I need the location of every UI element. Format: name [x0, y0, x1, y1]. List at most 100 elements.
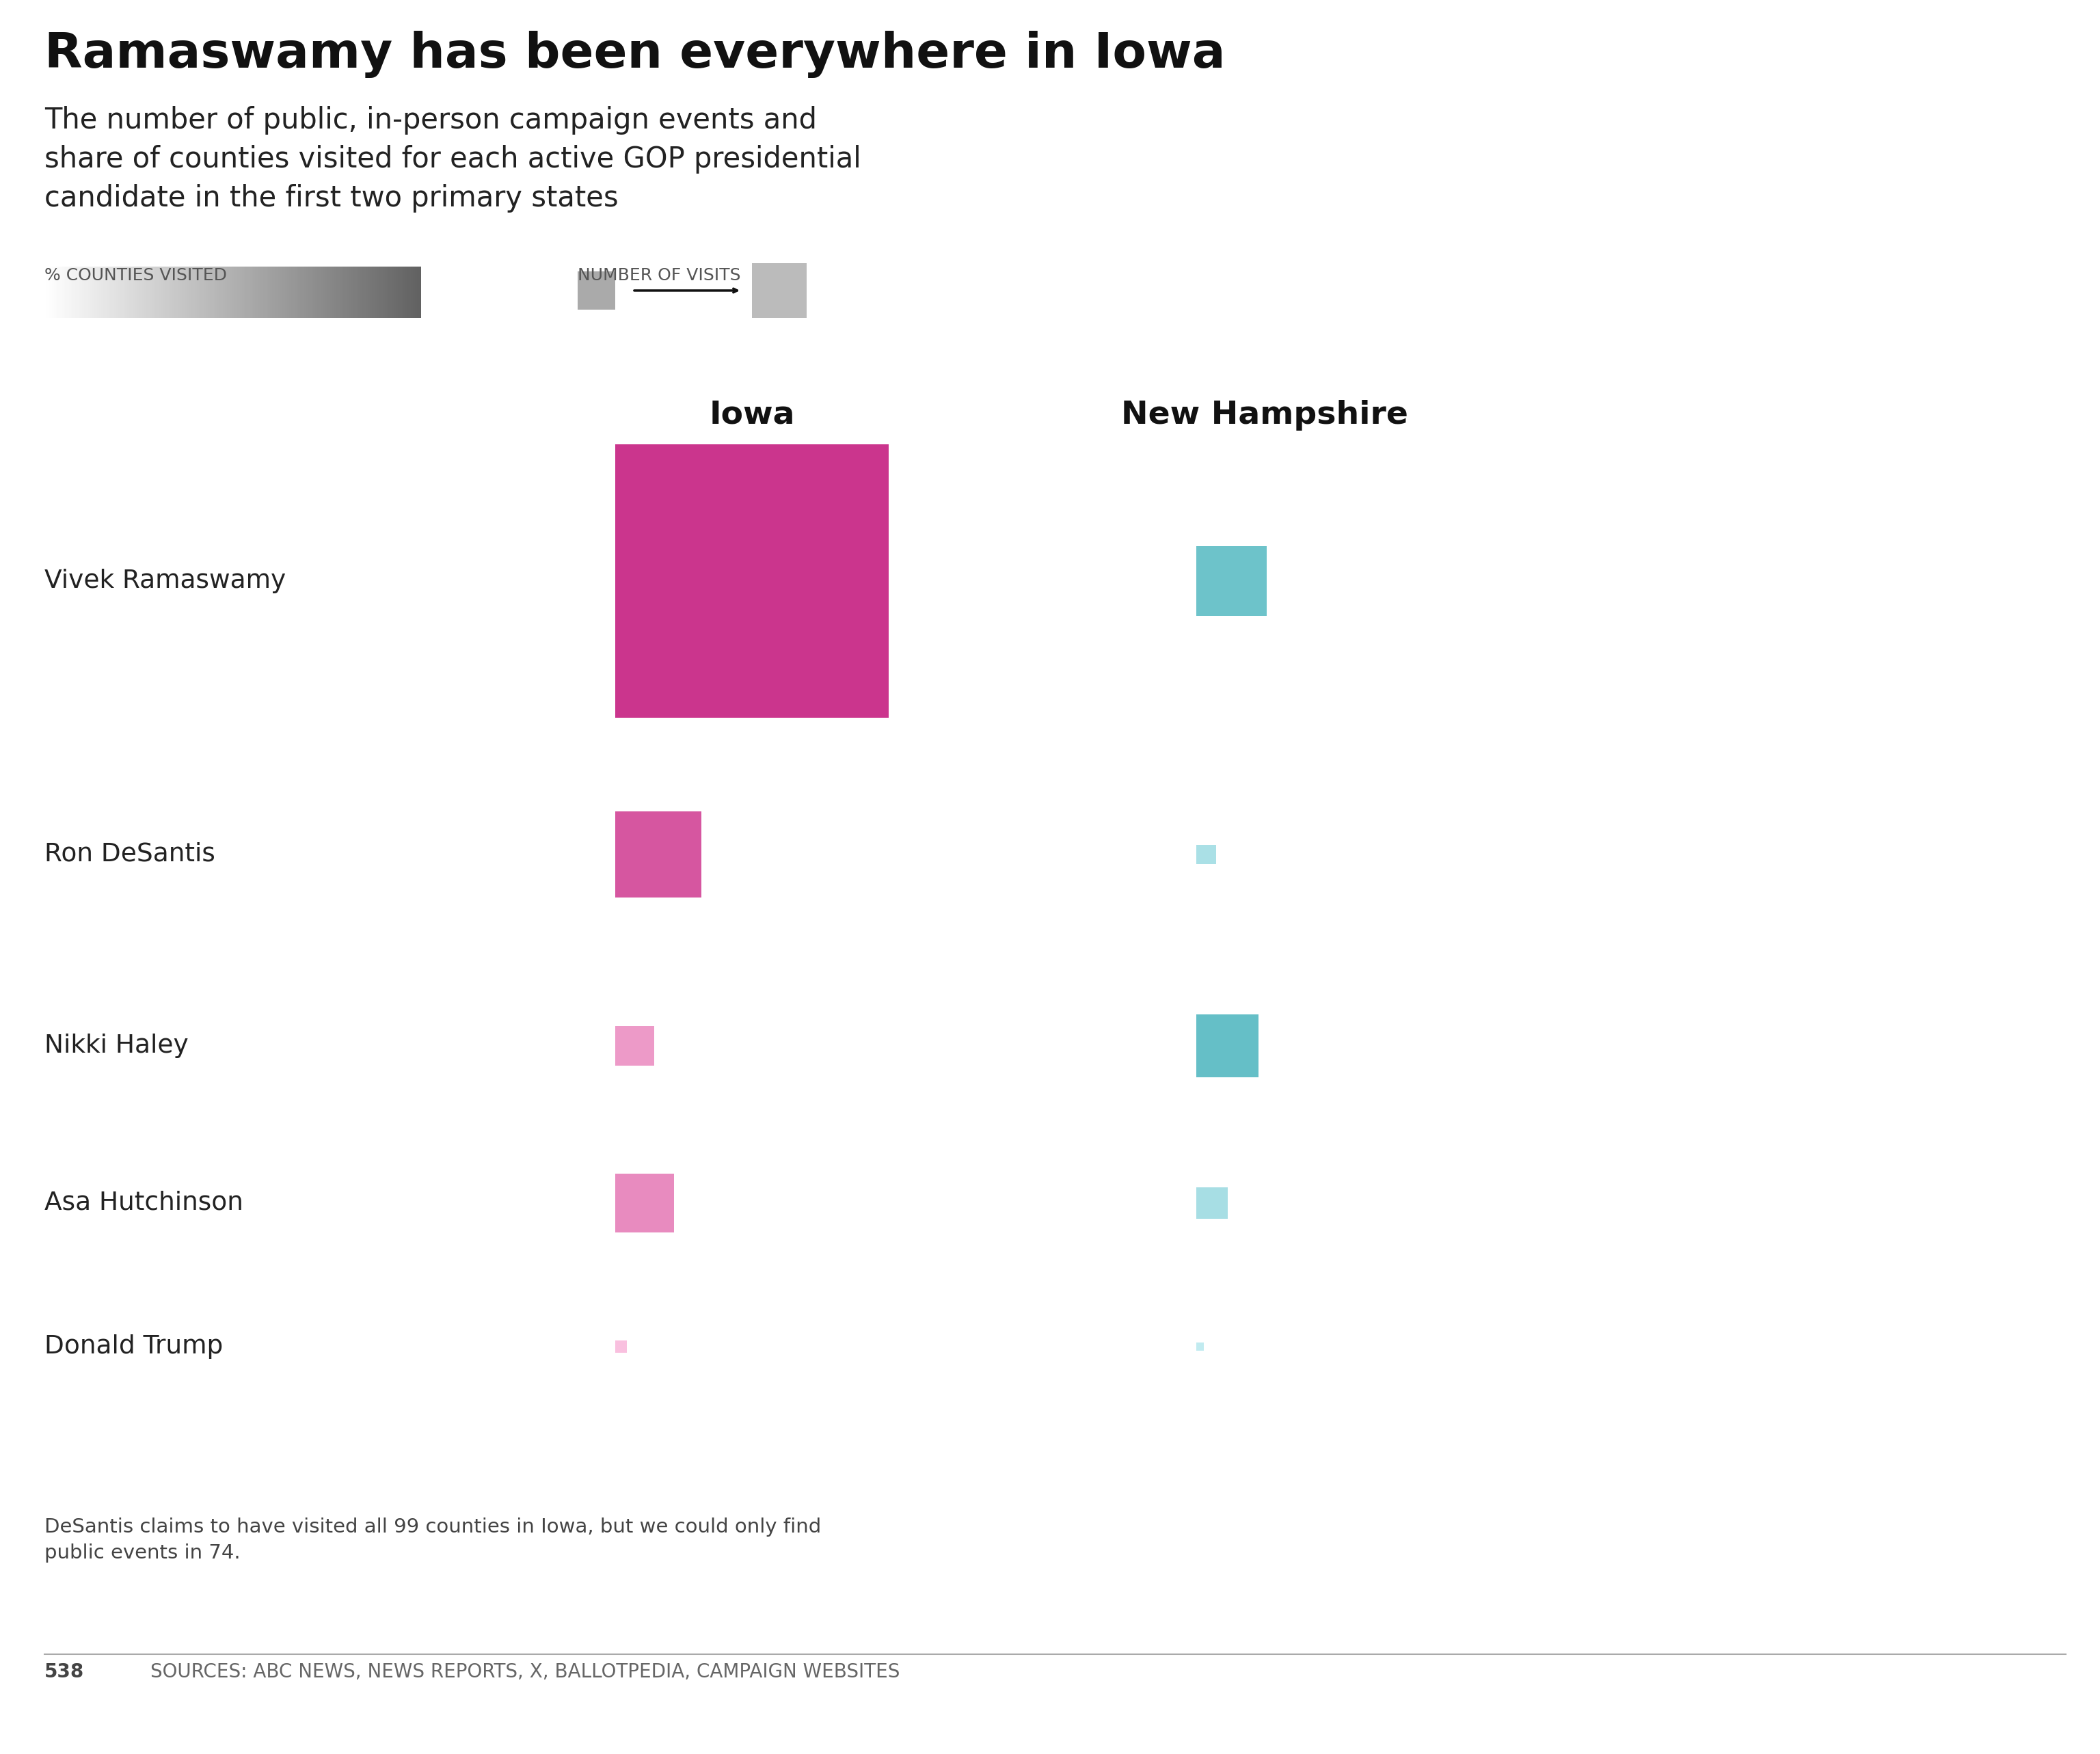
Bar	[235, 267, 237, 317]
Bar	[296, 267, 298, 317]
Bar	[252, 267, 254, 317]
Bar	[63, 267, 65, 317]
Bar	[405, 267, 407, 317]
Text: Iowa: Iowa	[710, 400, 794, 431]
Bar	[304, 267, 307, 317]
Bar	[1197, 1344, 1203, 1351]
Bar	[376, 267, 378, 317]
Bar	[351, 267, 353, 317]
Text: SOURCES: ABC NEWS, NEWS REPORTS, X, BALLOTPEDIA, CAMPAIGN WEBSITES: SOURCES: ABC NEWS, NEWS REPORTS, X, BALL…	[151, 1663, 901, 1682]
Bar	[307, 267, 309, 317]
Bar	[407, 267, 410, 317]
Bar	[258, 267, 260, 317]
Bar	[401, 267, 403, 317]
Bar	[242, 267, 244, 317]
Bar	[50, 267, 53, 317]
Bar	[395, 267, 397, 317]
Bar	[403, 267, 405, 317]
Bar	[290, 267, 292, 317]
Bar	[315, 267, 317, 317]
Bar	[231, 267, 233, 317]
Bar	[414, 267, 416, 317]
Bar	[139, 267, 141, 317]
Bar	[615, 444, 888, 717]
Bar	[279, 267, 281, 317]
Bar	[120, 267, 122, 317]
Bar	[256, 267, 260, 317]
Bar	[248, 267, 250, 317]
Bar	[397, 267, 399, 317]
Bar	[176, 267, 178, 317]
Bar	[326, 267, 328, 317]
Bar	[374, 267, 376, 317]
Bar	[132, 267, 134, 317]
Bar	[168, 267, 170, 317]
Bar	[225, 267, 227, 317]
Bar	[86, 267, 88, 317]
Bar	[399, 267, 403, 317]
Bar	[71, 267, 74, 317]
Text: The number of public, in-person campaign events and
share of counties visited fo: The number of public, in-person campaign…	[44, 105, 861, 212]
Bar	[162, 267, 164, 317]
Text: Vivek Ramaswamy: Vivek Ramaswamy	[44, 568, 286, 593]
Bar	[378, 267, 380, 317]
Bar	[109, 267, 113, 317]
Bar	[61, 267, 63, 317]
Bar	[172, 267, 174, 317]
Bar	[271, 267, 275, 317]
Bar	[191, 267, 193, 317]
Bar	[246, 267, 248, 317]
Bar	[388, 267, 391, 317]
Bar	[149, 267, 153, 317]
Text: NUMBER OF VISITS: NUMBER OF VISITS	[578, 267, 741, 284]
Bar	[361, 267, 365, 317]
Bar	[372, 267, 374, 317]
Bar	[212, 267, 214, 317]
Bar	[237, 267, 242, 317]
Bar	[124, 267, 126, 317]
Bar	[359, 267, 361, 317]
Bar	[197, 267, 200, 317]
Bar	[342, 267, 346, 317]
Bar	[342, 267, 344, 317]
Bar	[615, 1026, 655, 1065]
Bar	[267, 267, 269, 317]
Bar	[363, 267, 367, 317]
Bar	[200, 267, 204, 317]
Bar	[307, 267, 311, 317]
Bar	[578, 272, 615, 309]
Bar	[97, 267, 99, 317]
Bar	[262, 267, 265, 317]
Bar	[338, 267, 340, 317]
Text: DeSantis claims to have visited all 99 counties in Iowa, but we could only find
: DeSantis claims to have visited all 99 c…	[44, 1517, 821, 1563]
Bar	[118, 267, 120, 317]
Bar	[1197, 1014, 1258, 1077]
Bar	[92, 267, 94, 317]
Bar	[195, 267, 197, 317]
Bar	[128, 267, 132, 317]
Bar	[1197, 1187, 1228, 1219]
Bar	[254, 267, 258, 317]
Bar	[309, 267, 313, 317]
Bar	[78, 267, 80, 317]
Bar	[334, 267, 336, 317]
Bar	[187, 267, 189, 317]
Bar	[67, 267, 69, 317]
Bar	[380, 267, 382, 317]
Bar	[357, 267, 359, 317]
Bar	[321, 267, 323, 317]
Bar	[94, 267, 99, 317]
Text: % COUNTIES VISITED: % COUNTIES VISITED	[44, 267, 227, 284]
Bar	[349, 267, 351, 317]
Bar	[183, 267, 185, 317]
Bar	[145, 267, 149, 317]
Bar	[153, 267, 155, 317]
Bar	[353, 267, 355, 317]
Bar	[206, 267, 208, 317]
Bar	[340, 267, 342, 317]
Bar	[170, 267, 172, 317]
Bar	[397, 267, 401, 317]
Bar	[74, 267, 76, 317]
Bar	[200, 267, 202, 317]
Bar	[48, 267, 50, 317]
